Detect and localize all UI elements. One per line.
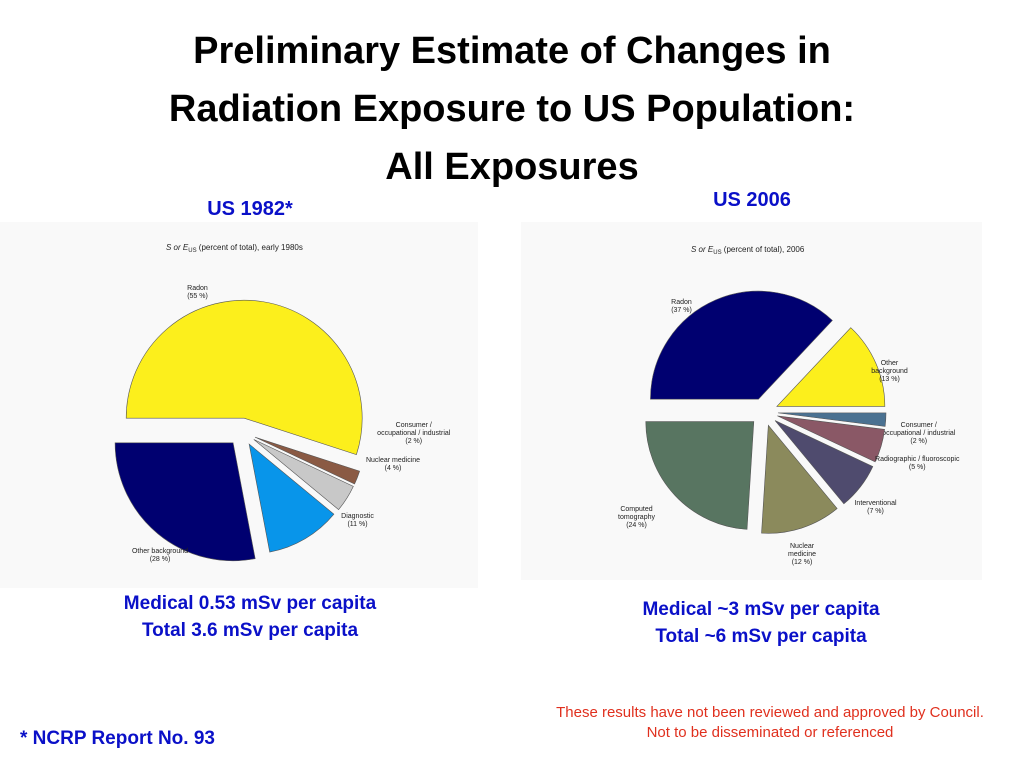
pie-slice-radon-1982 <box>125 299 363 456</box>
pie-slice-computed-2006 <box>645 421 755 530</box>
title-line-1: Preliminary Estimate of Changes in <box>193 30 831 72</box>
pie-label-radiographic-fluoroscopic-2006: Radiographic / fluoroscopic (5 %) <box>875 456 960 471</box>
pie-label-consumer-2006: Consumer / occupational / industrial (2 %) <box>882 422 956 445</box>
disclaimer-line-1: These results have not been reviewed and… <box>556 704 984 721</box>
pie-slice-diagnostic-1982 <box>248 443 335 553</box>
pie-slice-other-background-1982 <box>114 442 256 562</box>
pie-slice-interventional-2006 <box>774 420 874 505</box>
footnote: * NCRP Report No. 93 <box>20 728 215 749</box>
pie-slice-radiographic-fluoroscopic-2006 <box>777 415 885 463</box>
disclaimer: These results have not been reviewed and… <box>510 703 1024 743</box>
pie-chart-panel-1982: S or EUS (percent of total), early 1980s… <box>0 222 478 588</box>
summary-total-2006: Total ~6 mSv per capita <box>655 626 867 647</box>
summary-total-1982: Total 3.6 mSv per capita <box>141 620 359 641</box>
title-line-3: All Exposures <box>385 146 639 188</box>
pie-slice-nuclear-2006 <box>761 424 838 534</box>
pie-label-computed-2006: Computed tomography (24 %) <box>618 506 655 529</box>
chart-heading-2006: US 2006 <box>713 189 791 211</box>
pie-label-other-background-1982: Other background (28 %) <box>132 548 188 563</box>
pie-label-interventional-2006: Interventional (7 %) <box>854 500 896 515</box>
pie-slice-other-2006 <box>776 327 886 407</box>
summary-medical-1982: Medical 0.53 mSv per capita <box>123 593 377 614</box>
chart-heading-1982: US 1982* <box>207 198 293 220</box>
pie-label-nuclear-medicine-1982: Nuclear medicine (4 %) <box>366 457 420 472</box>
slide-title: Preliminary Estimate of Changes in Radia… <box>0 22 1024 196</box>
pie-chart-1982: S or EUS (percent of total), early 1980s… <box>114 243 451 563</box>
summary-2006: Medical ~3 mSv per capita Total ~6 mSv p… <box>571 596 951 650</box>
pie-label-diagnostic-1982: Diagnostic (11 %) <box>341 513 374 528</box>
pie-label-consumer-1982: Consumer / occupational / industrial (2 %) <box>377 422 451 445</box>
pie-label-radon-1982: Radon (55 %) <box>187 285 208 300</box>
disclaimer-line-2: Not to be disseminated or referenced <box>646 724 894 741</box>
pie-label-nuclear-2006: Nuclear medicine (12 %) <box>788 543 816 566</box>
pie-title-1982: S or EUS (percent of total), early 1980s <box>166 243 303 254</box>
pie-label-radon-2006: Radon (37 %) <box>671 299 692 314</box>
pie-chart-2006: S or EUS (percent of total), 2006 Radon (3… <box>618 245 960 566</box>
pie-slice-consumer-1982 <box>254 436 361 485</box>
pie-slice-radon-2006 <box>650 290 833 400</box>
pie-chart-panel-2006: S or EUS (percent of total), 2006 Radon (3… <box>521 222 982 580</box>
pie-slice-nuclear-medicine-1982 <box>253 439 354 511</box>
title-line-2: Radiation Exposure to US Population: <box>168 88 856 130</box>
summary-medical-2006: Medical ~3 mSv per capita <box>642 599 880 620</box>
pie-label-other-2006: Other background (13 %) <box>871 360 908 383</box>
pie-slice-consumer-2006 <box>777 412 887 427</box>
pie-title-2006: S or EUS (percent of total), 2006 <box>691 245 805 256</box>
summary-1982: Medical 0.53 mSv per capita Total 3.6 mS… <box>60 590 440 644</box>
